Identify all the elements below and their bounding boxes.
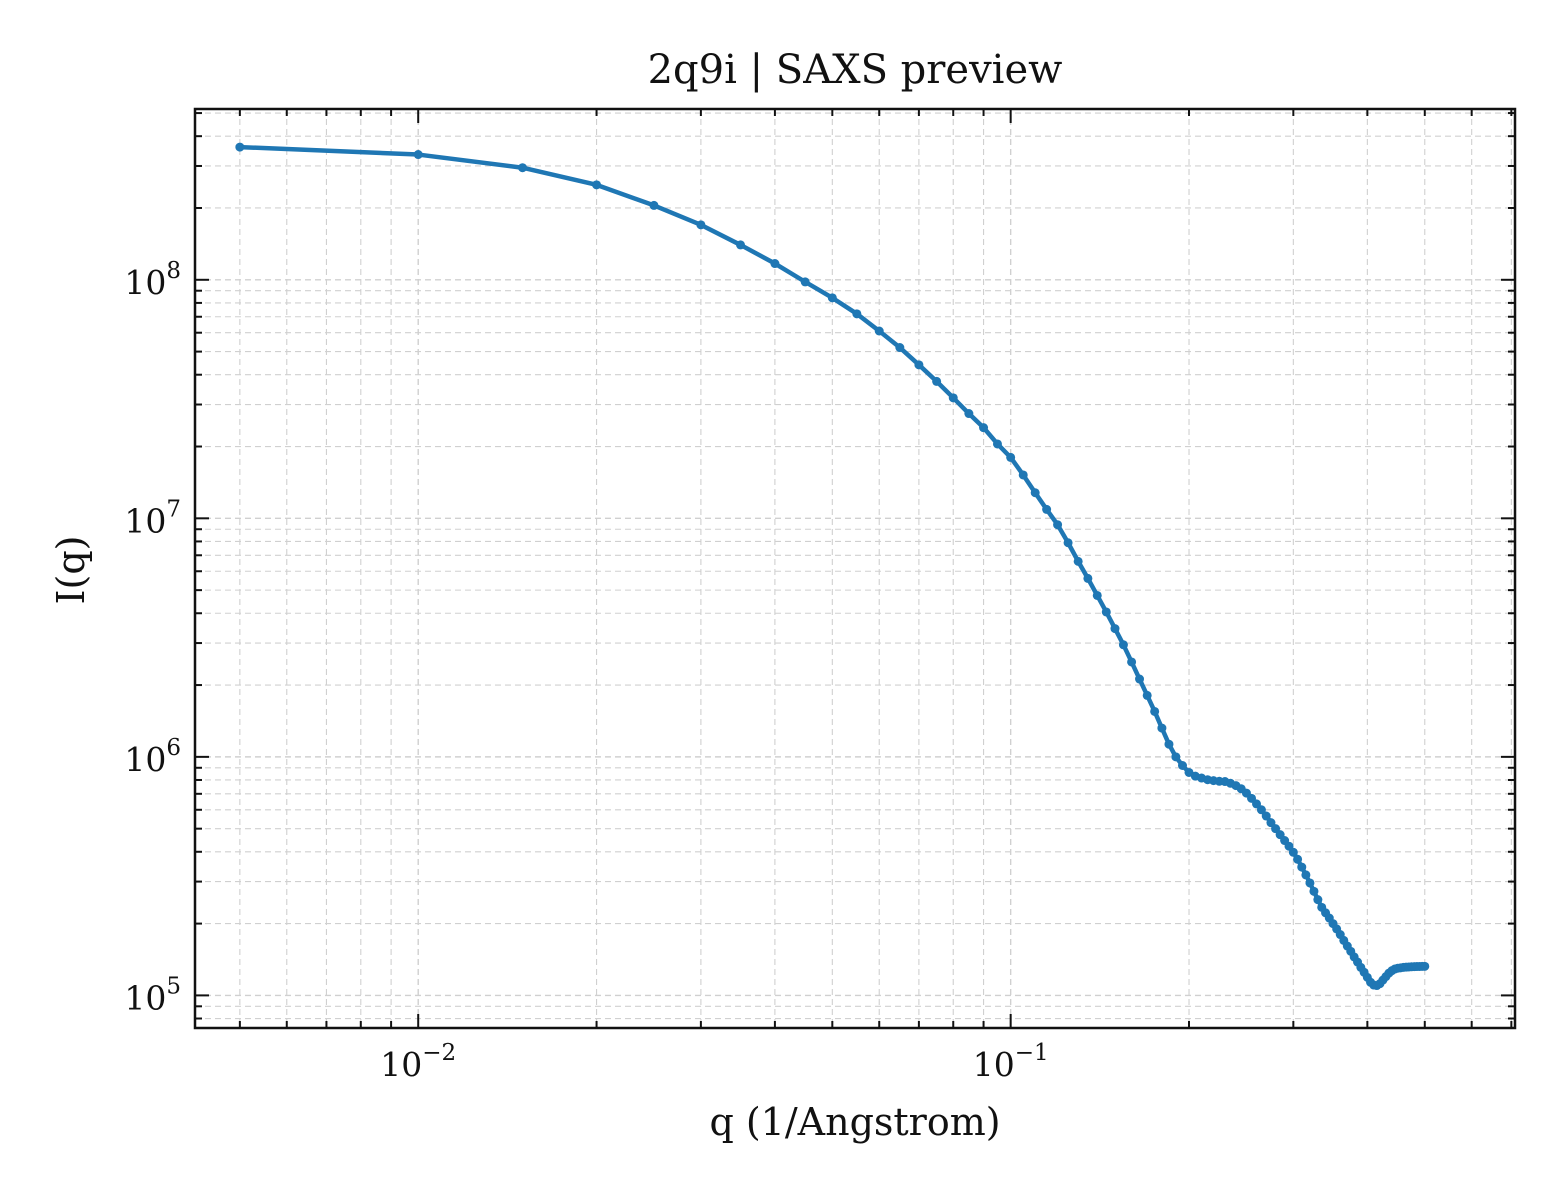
data-point bbox=[948, 393, 958, 403]
data-point bbox=[1177, 761, 1187, 771]
data-point bbox=[1127, 657, 1137, 667]
data-point bbox=[874, 326, 884, 336]
data-point bbox=[736, 240, 746, 250]
x-tick-label: 10−2 bbox=[380, 1040, 456, 1084]
data-point bbox=[1261, 811, 1271, 821]
x-tick-label: 10−1 bbox=[973, 1040, 1049, 1084]
data-point bbox=[1018, 470, 1028, 480]
data-point bbox=[1118, 640, 1128, 650]
data-point bbox=[1042, 504, 1052, 514]
x-axis-label: q (1/Angstrom) bbox=[709, 1100, 1000, 1144]
data-point bbox=[1135, 674, 1145, 684]
data-point bbox=[1164, 739, 1174, 749]
data-point bbox=[696, 220, 706, 230]
data-point bbox=[1420, 961, 1430, 971]
data-point bbox=[1053, 520, 1063, 530]
data-point bbox=[800, 277, 810, 287]
data-point bbox=[979, 423, 989, 433]
data-point bbox=[518, 163, 528, 173]
data-point bbox=[1006, 452, 1016, 462]
data-point bbox=[1142, 690, 1152, 700]
axis-ticks: 10−2 10−1 105 106 107 108 bbox=[124, 109, 1515, 1084]
data-point bbox=[1309, 886, 1319, 896]
data-point bbox=[964, 409, 974, 419]
data-point bbox=[413, 150, 423, 160]
data-point bbox=[1288, 847, 1298, 857]
data-point bbox=[895, 343, 905, 353]
data-point bbox=[1073, 556, 1083, 566]
data-point bbox=[592, 180, 602, 190]
data-point bbox=[1171, 752, 1181, 762]
data-point bbox=[1305, 878, 1315, 888]
data-point bbox=[649, 200, 659, 210]
data-point bbox=[852, 309, 862, 319]
data-point bbox=[932, 376, 942, 386]
data-point bbox=[1063, 538, 1073, 548]
data-point bbox=[992, 439, 1002, 449]
data-point bbox=[1157, 723, 1167, 733]
plot-frame bbox=[193, 107, 1517, 1030]
chart-title: 2q9i | SAXS preview bbox=[648, 47, 1063, 93]
data-point bbox=[1110, 624, 1120, 634]
data-series bbox=[235, 142, 1430, 991]
data-point bbox=[827, 293, 837, 303]
data-point bbox=[1030, 488, 1040, 498]
y-tick-label: 105 bbox=[124, 973, 181, 1017]
y-tick-label: 106 bbox=[124, 735, 181, 779]
data-point bbox=[1313, 895, 1323, 905]
y-axis-label: I(q) bbox=[49, 536, 93, 605]
data-point bbox=[1297, 862, 1307, 872]
data-point bbox=[914, 360, 924, 370]
data-point bbox=[1101, 607, 1111, 617]
grid-lines bbox=[195, 109, 1515, 1028]
data-point bbox=[1293, 854, 1303, 864]
data-point bbox=[1150, 706, 1160, 716]
data-point bbox=[235, 142, 245, 152]
data-point bbox=[1301, 870, 1311, 880]
y-tick-label: 108 bbox=[124, 258, 181, 302]
data-point bbox=[1256, 805, 1266, 815]
data-point bbox=[770, 259, 780, 269]
data-point bbox=[1083, 573, 1093, 583]
data-point bbox=[1092, 590, 1102, 600]
y-tick-label: 107 bbox=[124, 496, 181, 540]
